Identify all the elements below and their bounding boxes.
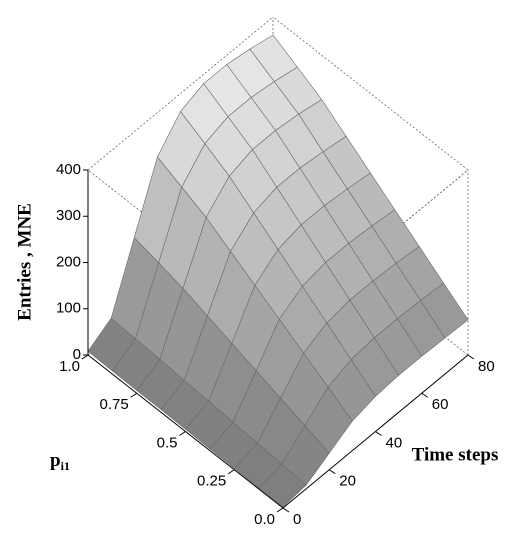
x-tick [282, 507, 290, 513]
y-tick-label: 0.75 [100, 396, 129, 413]
y-tick [81, 354, 89, 360]
x-tick-label: 60 [432, 396, 449, 413]
x-tick-label: 80 [478, 358, 495, 375]
z-axis-label: Entries , MNE [14, 203, 35, 321]
x-tick-label: 40 [386, 434, 403, 451]
y-tick-label: 0.0 [254, 511, 275, 528]
y-axis-label: pi1 [50, 450, 70, 472]
surface-patch [258, 463, 307, 508]
x-tick-label: 20 [339, 473, 356, 490]
y-tick-label: 0.25 [197, 473, 226, 490]
y-tick-label: 0.5 [157, 434, 178, 451]
y-axis-label-main: p [50, 450, 61, 471]
x-tick [375, 431, 382, 436]
y-tick-label: 1.0 [59, 358, 80, 375]
z-tick-label: 0 [73, 346, 81, 363]
y-axis-label-subscript: i1 [61, 459, 70, 473]
box-edge [87, 16, 274, 171]
x-axis-label: Time steps [412, 444, 499, 465]
box-edge [272, 16, 469, 171]
z-tick-label: 100 [56, 300, 81, 317]
y-tick [179, 431, 186, 436]
y-tick [130, 392, 138, 398]
x-tick-label: 0 [293, 511, 301, 528]
x-tick [421, 392, 429, 398]
x-tick [467, 354, 475, 360]
z-tick-label: 300 [56, 207, 81, 224]
y-tick [227, 469, 235, 475]
y-tick [276, 507, 284, 513]
x-tick [328, 469, 336, 475]
z-tick-label: 400 [56, 161, 81, 178]
z-tick-label: 200 [56, 253, 81, 270]
